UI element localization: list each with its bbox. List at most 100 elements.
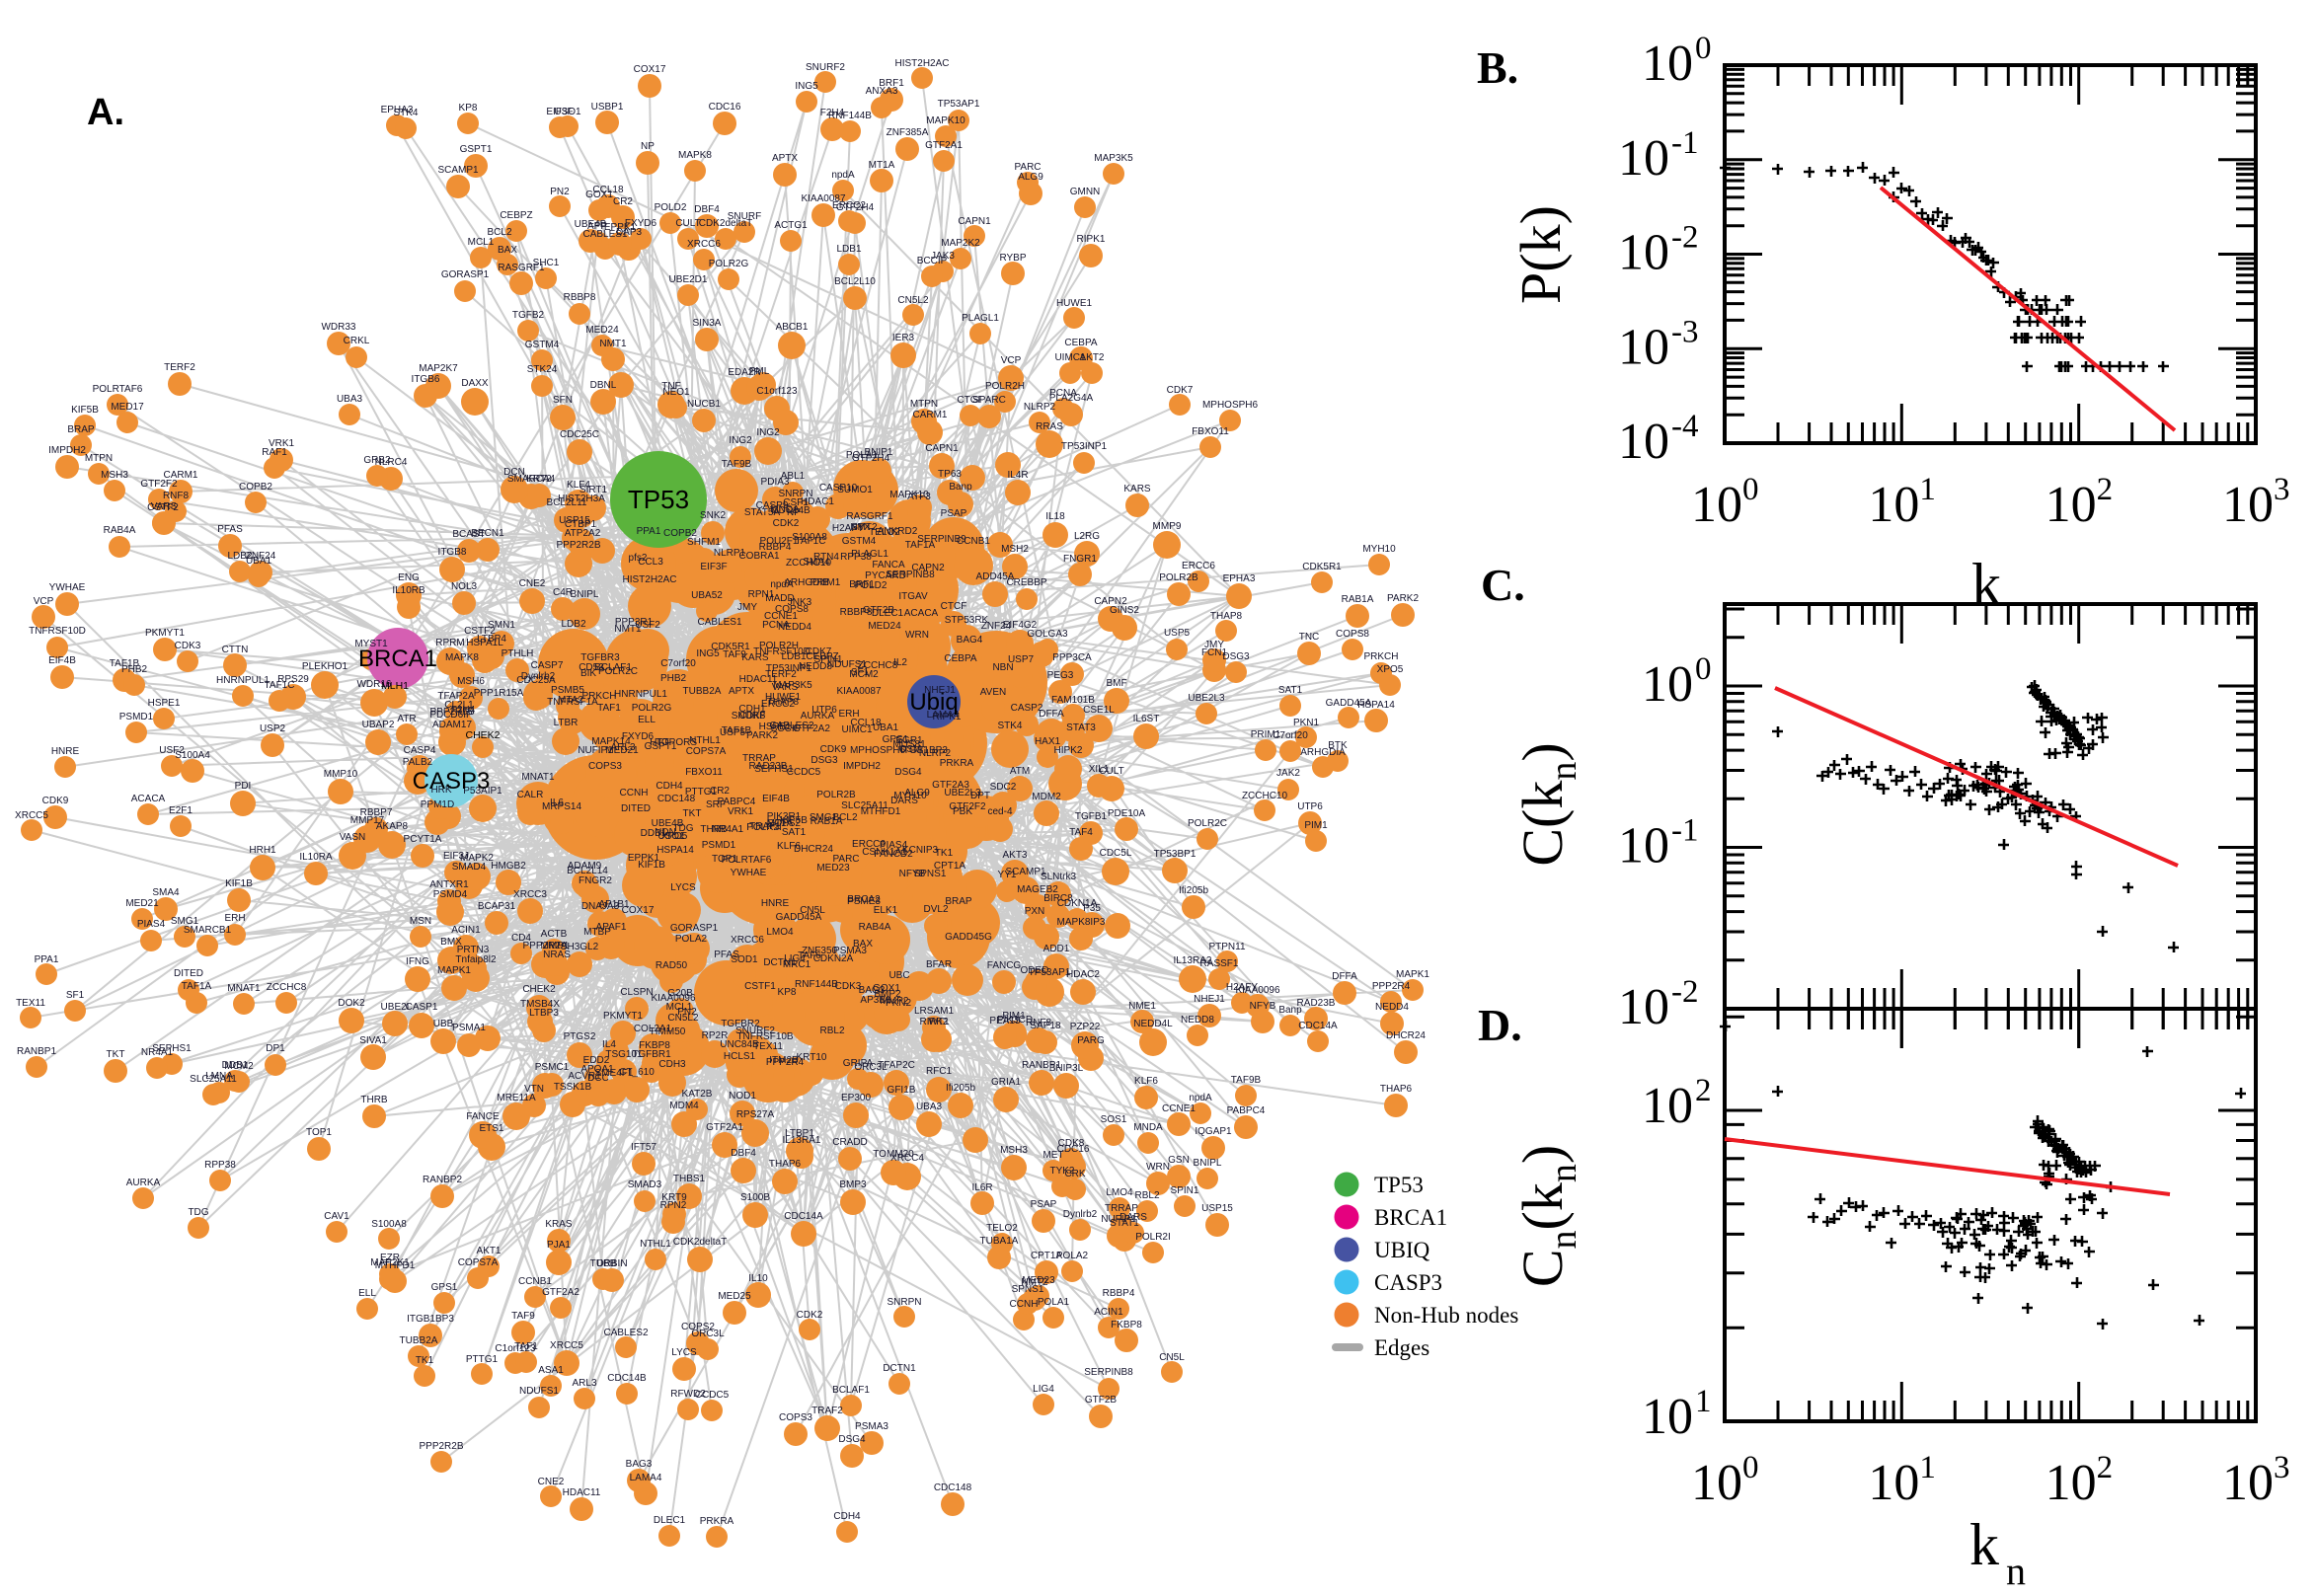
svg-text:ING2: ING2 — [729, 435, 752, 446]
svg-text:OSM: OSM — [899, 744, 922, 755]
svg-text:MSH6: MSH6 — [457, 676, 485, 687]
svg-text:MTHFD1: MTHFD1 — [861, 806, 901, 817]
svg-text:2: 2 — [2097, 472, 2114, 507]
svg-text:SPARC: SPARC — [972, 395, 1006, 406]
svg-text:THAP8: THAP8 — [1210, 611, 1243, 622]
svg-text:DRBIN: DRBIN — [596, 1258, 627, 1269]
svg-text:LIG4: LIG4 — [1033, 1384, 1054, 1395]
svg-text:DNAJA3: DNAJA3 — [581, 901, 620, 912]
svg-text:2: 2 — [1695, 1073, 1712, 1108]
svg-text:CCDC5: CCDC5 — [787, 767, 821, 778]
svg-text:SF1: SF1 — [851, 667, 870, 678]
svg-text:NDN: NDN — [655, 827, 676, 838]
svg-text:PSMB5: PSMB5 — [551, 685, 584, 696]
svg-text:RASGRF1: RASGRF1 — [498, 263, 545, 273]
svg-text:UBA1: UBA1 — [246, 556, 272, 567]
svg-text:EDD2: EDD2 — [583, 1055, 610, 1066]
svg-text:LMNA: LMNA — [205, 1071, 233, 1082]
svg-text:GSTM4: GSTM4 — [842, 536, 877, 547]
svg-text:WT1: WT1 — [928, 1017, 950, 1027]
svg-text:RAB4A: RAB4A — [104, 525, 136, 536]
svg-text:BNIPL: BNIPL — [1194, 1158, 1222, 1169]
svg-text:PPM1D: PPM1D — [421, 799, 454, 810]
svg-text:TP53: TP53 — [628, 485, 689, 514]
svg-text:POLRTAF6: POLRTAF6 — [93, 384, 143, 395]
svg-text:EIF4G2: EIF4G2 — [1003, 620, 1038, 631]
svg-text:APOA1: APOA1 — [580, 1064, 614, 1075]
svg-text:POLR2B: POLR2B — [1159, 572, 1198, 583]
svg-text:CULT: CULT — [1099, 766, 1123, 777]
svg-text:DCC: DCC — [587, 1073, 609, 1084]
svg-text:JNK3: JNK3 — [788, 597, 812, 608]
svg-text:CDK2: CDK2 — [797, 1310, 823, 1321]
svg-text:SAP18: SAP18 — [1030, 1021, 1061, 1031]
svg-text:USBP1: USBP1 — [591, 102, 624, 113]
svg-text:TOPORS: TOPORS — [656, 737, 697, 748]
svg-text:TAF9: TAF9 — [511, 1311, 535, 1322]
svg-text:SIVA1: SIVA1 — [359, 1035, 387, 1046]
svg-text:ERCC6: ERCC6 — [1182, 561, 1215, 571]
svg-text:POU2F1: POU2F1 — [760, 536, 799, 547]
svg-text:CPT1A: CPT1A — [1031, 1251, 1063, 1261]
svg-text:ING5: ING5 — [696, 648, 720, 659]
svg-text:DSG3: DSG3 — [1222, 651, 1250, 662]
svg-text:USP15: USP15 — [559, 515, 590, 526]
svg-text:CAV1: CAV1 — [324, 1211, 349, 1222]
svg-text:UBA1: UBA1 — [873, 722, 899, 733]
svg-text:CTGF: CTGF — [957, 395, 983, 406]
svg-text:ACVR1: ACVR1 — [568, 1071, 601, 1082]
svg-text:PARC: PARC — [832, 854, 859, 865]
svg-text:TNFRSF10D: TNFRSF10D — [753, 646, 811, 657]
svg-text:S100A4: S100A4 — [175, 750, 210, 761]
svg-text:LRSAM1: LRSAM1 — [914, 1006, 954, 1017]
svg-text:IL6: IL6 — [550, 798, 564, 808]
svg-text:LYCS: LYCS — [671, 1347, 697, 1358]
svg-text:KLF6: KLF6 — [1134, 1076, 1158, 1087]
svg-text:DITED: DITED — [174, 968, 203, 979]
svg-text:CHEK2: CHEK2 — [465, 729, 500, 741]
svg-text:UBAP2: UBAP2 — [362, 720, 395, 730]
svg-text:10: 10 — [1618, 225, 1669, 281]
svg-text:ERH: ERH — [838, 709, 859, 720]
svg-text:MCM2: MCM2 — [224, 1061, 254, 1072]
svg-text:CCDC5: CCDC5 — [695, 1390, 730, 1401]
svg-text:SF1: SF1 — [66, 990, 85, 1001]
svg-text:F2H4: F2H4 — [820, 108, 845, 118]
svg-text:XRCC6: XRCC6 — [731, 935, 764, 946]
svg-text:CDK7: CDK7 — [1167, 385, 1194, 396]
svg-text:CCL18: CCL18 — [850, 718, 882, 728]
svg-text:CDH4: CDH4 — [833, 1511, 861, 1522]
svg-text:GRIA1: GRIA1 — [991, 1077, 1021, 1088]
svg-text:LTBP1: LTBP1 — [785, 1128, 814, 1139]
svg-text:STAT1: STAT1 — [1110, 1218, 1139, 1229]
svg-text:MAPK8: MAPK8 — [678, 150, 712, 161]
svg-text:DCN: DCN — [503, 467, 525, 478]
svg-text:ACIN1: ACIN1 — [1094, 1307, 1123, 1318]
svg-text:SERPINB9: SERPINB9 — [917, 534, 966, 545]
svg-text:ANXA3: ANXA3 — [866, 86, 898, 97]
svg-text:MTBP: MTBP — [583, 927, 611, 938]
svg-text:SLNtrk3: SLNtrk3 — [1041, 872, 1077, 882]
svg-text:RBL2: RBL2 — [819, 1026, 844, 1036]
svg-text:TK1: TK1 — [935, 848, 954, 859]
svg-text:SMN1: SMN1 — [488, 620, 515, 631]
svg-text:STK4: STK4 — [393, 108, 418, 118]
svg-text:PSMA3: PSMA3 — [833, 946, 867, 956]
svg-text:COPB2: COPB2 — [663, 528, 697, 539]
svg-text:DARS: DARS — [1119, 1212, 1147, 1223]
svg-text:PSAP: PSAP — [941, 508, 967, 519]
svg-text:CTCF: CTCF — [941, 601, 967, 612]
svg-text:MAPK10: MAPK10 — [889, 490, 929, 500]
svg-text:GRB2: GRB2 — [363, 455, 391, 466]
svg-text:3: 3 — [2274, 472, 2290, 507]
svg-text:STAT5A: STAT5A — [744, 507, 781, 518]
svg-text:NHEJ1: NHEJ1 — [1194, 994, 1225, 1005]
svg-text:n: n — [2006, 1549, 2026, 1591]
svg-text:10: 10 — [1618, 818, 1669, 874]
svg-text:Ubiq: Ubiq — [909, 689, 958, 716]
svg-text:ATR: ATR — [397, 714, 416, 724]
svg-text:EPPK1: EPPK1 — [604, 222, 637, 233]
svg-text:AP3B1: AP3B1 — [860, 995, 891, 1006]
svg-text:CHEK2: CHEK2 — [522, 984, 556, 995]
svg-text:CRKL: CRKL — [344, 336, 370, 346]
